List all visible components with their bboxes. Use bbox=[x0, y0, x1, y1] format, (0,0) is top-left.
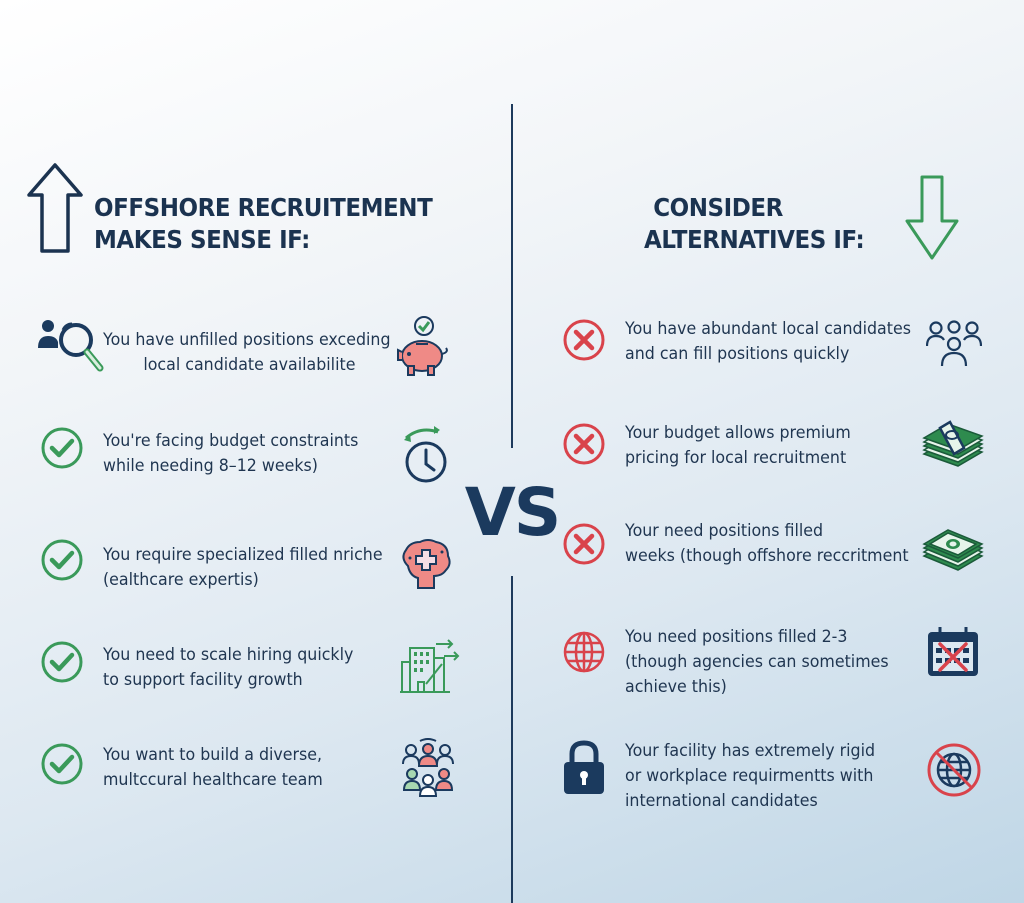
center-divider-top bbox=[511, 104, 513, 448]
x-circle-icon bbox=[563, 319, 605, 361]
money-stack-banded-icon bbox=[922, 420, 984, 467]
left-item-3: You need to scale hiring quickly to supp… bbox=[0, 630, 500, 700]
globe-icon bbox=[563, 631, 605, 673]
x-circle-icon bbox=[563, 423, 605, 465]
left-item-4: You want to build a diverse, multccural … bbox=[0, 730, 500, 800]
clock-arrows-icon bbox=[404, 426, 447, 483]
right-item-0-text: You have abundant local candidates and c… bbox=[625, 319, 911, 363]
left-item-0-text: You have unfilled positions exceding loc… bbox=[103, 330, 391, 374]
right-heading: CONSIDER ALTERNATIVES IF: bbox=[644, 192, 883, 256]
building-growth-icon bbox=[400, 639, 460, 693]
right-item-1-text: Your budget allows premium pricing for l… bbox=[625, 423, 851, 467]
check-circle-icon bbox=[41, 743, 83, 785]
globe-prohibited-icon bbox=[927, 743, 981, 797]
left-item-1: You're facing budget constraints while n… bbox=[0, 420, 500, 490]
center-divider-bottom bbox=[511, 576, 513, 903]
piggy-bank-check-icon bbox=[397, 316, 448, 376]
x-circle-icon bbox=[563, 523, 605, 565]
arrow-down-outline-icon bbox=[905, 175, 959, 260]
right-heading-line2: ALTERNATIVES IF: bbox=[644, 225, 865, 254]
diverse-team-icon bbox=[402, 738, 454, 797]
arrow-up-outline-icon bbox=[27, 163, 83, 253]
left-item-1-text: You're facing budget constraints while n… bbox=[103, 431, 359, 475]
people-group-icon bbox=[926, 320, 982, 367]
left-item-0: You have unfilled positions exceding loc… bbox=[0, 310, 500, 390]
check-circle-icon bbox=[41, 641, 83, 683]
right-heading-line1: CONSIDER bbox=[653, 193, 783, 222]
money-stack-icon bbox=[922, 529, 984, 571]
left-heading-line1: OFFSHORE RECRUITEMENT bbox=[94, 193, 433, 222]
left-item-3-text: You need to scale hiring quickly to supp… bbox=[103, 645, 354, 689]
check-circle-icon bbox=[41, 539, 83, 581]
brain-medical-cross-icon bbox=[402, 539, 451, 589]
right-item-1: Your budget allows premium pricing for l… bbox=[540, 414, 1024, 484]
left-heading-line2: MAKES SENSE IF: bbox=[94, 225, 310, 254]
right-item-3: You need positions filled 2-3 (though ag… bbox=[540, 620, 1024, 710]
right-item-4: Your facility has extremely rigid or wor… bbox=[540, 734, 1024, 824]
left-item-2-text: You require specialized filled nriche (e… bbox=[103, 545, 383, 589]
check-circle-icon bbox=[41, 427, 83, 469]
right-item-0: You have abundant local candidates and c… bbox=[540, 308, 1024, 378]
right-item-2-text: Your need positions filled weeks (though… bbox=[625, 521, 909, 565]
person-search-icon bbox=[38, 320, 104, 372]
vs-label: VS bbox=[464, 474, 562, 551]
right-item-4-text: Your facility has extremely rigid or wor… bbox=[625, 741, 876, 810]
padlock-icon bbox=[564, 740, 604, 794]
right-item-2: Your need positions filled weeks (though… bbox=[540, 514, 1024, 584]
left-heading: OFFSHORE RECRUITEMENT MAKES SENSE IF: bbox=[94, 192, 462, 256]
left-item-2: You require specialized filled nriche (e… bbox=[0, 528, 500, 598]
right-item-3-text: You need positions filled 2-3 (though ag… bbox=[625, 627, 889, 696]
calendar-cross-icon bbox=[928, 627, 978, 676]
left-item-4-text: You want to build a diverse, multccural … bbox=[103, 745, 323, 789]
